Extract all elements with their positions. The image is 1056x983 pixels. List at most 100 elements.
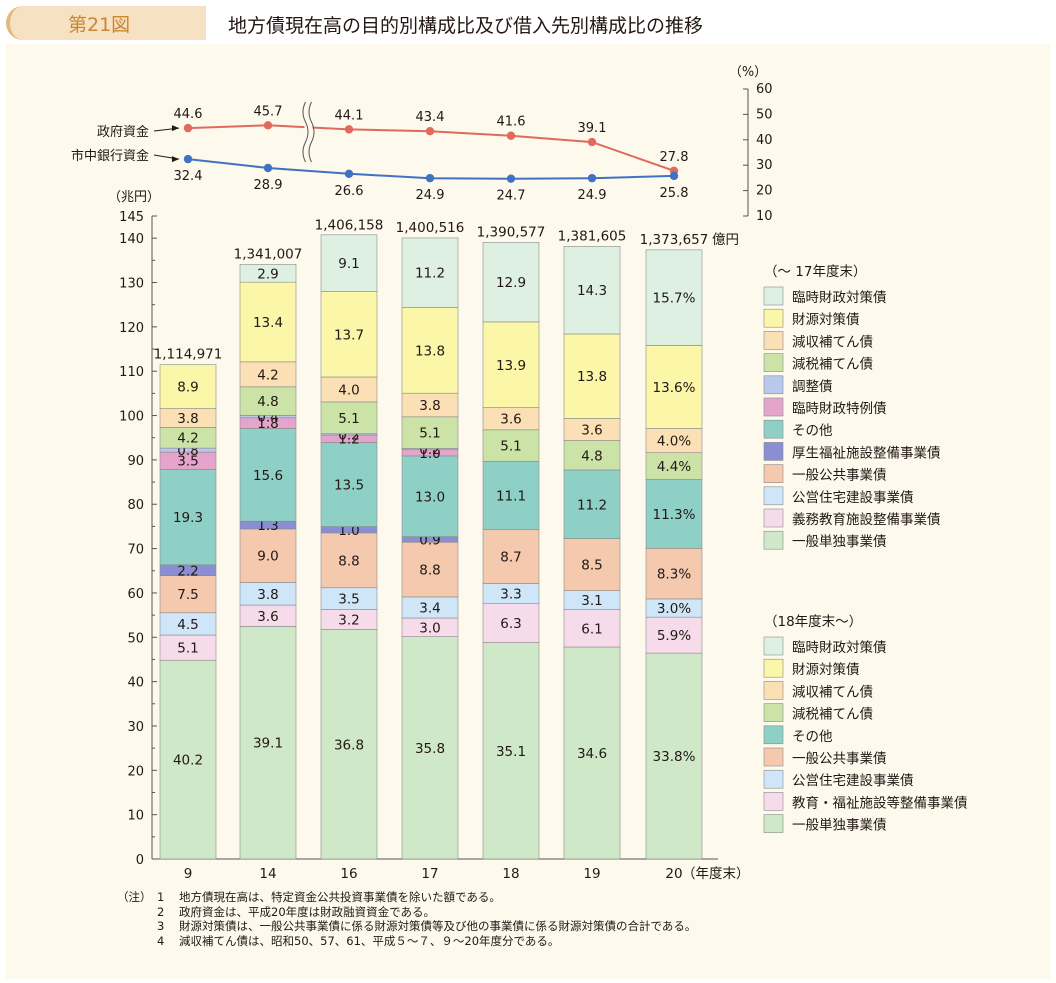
bar-segment-ippan_kokyo xyxy=(563,538,621,591)
bar-segment-label-ippan_kokyo: 8.7 xyxy=(500,550,521,566)
legend-item-label: 一般単独事業債 xyxy=(792,818,887,834)
legend-swatch-rinji_zaisei xyxy=(763,286,784,306)
legend-swatch-ippan_kokyo xyxy=(763,747,784,767)
series-label-arrowhead xyxy=(172,125,179,132)
bar-segment-label-rinji_zaisei: 15.7% xyxy=(653,291,696,307)
footnote-row: （注） 1 地方債現在高は、特定資金公共投資事業債を除いた額である。 xyxy=(117,890,696,905)
footnote-row: 4 減収補てん債は、昭和50、57、61、平成５〜７、９〜20年度分である。 xyxy=(117,934,696,949)
line-series-label-bank: 市中銀行資金 xyxy=(71,148,149,164)
legend-swatch-ippan_tandoku xyxy=(763,814,784,833)
line-point-bank xyxy=(587,173,597,183)
bar-segment-genzei xyxy=(645,452,703,480)
line-data-label-gov: 44.1 xyxy=(335,108,364,123)
bar-segment-label-kouei_jutaku: 3.0% xyxy=(657,601,691,617)
line-point-bank xyxy=(263,163,273,173)
legend-item-label: 教育・福祉施設等整備事業債 xyxy=(792,794,968,811)
x-tick-label: 14 xyxy=(259,866,276,882)
bar-segment-label-zaigen: 13.6% xyxy=(653,380,696,396)
bar-segment-label-kouei_jutaku: 3.4 xyxy=(419,600,440,616)
legend-swatch-rinji_zaisei_tokurei xyxy=(763,397,784,417)
line-data-label-bank: 28.9 xyxy=(254,178,283,193)
bar-segment-sonota xyxy=(563,469,621,539)
line-point-bank xyxy=(183,154,193,164)
x-tick-label: 18 xyxy=(502,866,519,882)
bar-y-tick-label: 100 xyxy=(119,410,144,425)
bar-segment-label-kyoiku: 5.1 xyxy=(177,641,198,657)
axis-break-mark xyxy=(308,101,315,163)
line-y-tick-label: 50 xyxy=(756,107,773,122)
bar-segment-kyoiku xyxy=(159,634,217,661)
line-point-bank xyxy=(344,169,354,179)
x-tick-label: 16 xyxy=(340,866,357,882)
line-point-bank xyxy=(669,171,679,181)
bar-segment-label-zaigen: 13.4 xyxy=(253,315,283,331)
line-data-label-gov: 41.6 xyxy=(497,115,526,130)
bar-total-label: 1,390,577 xyxy=(477,224,546,240)
bar-y-tick-label: 20 xyxy=(127,764,144,779)
bar-segment-genzei xyxy=(320,401,378,435)
bar-segment-label-genshu: 3.8 xyxy=(177,411,198,427)
line-y-tick-label: 40 xyxy=(756,133,773,148)
line-point-gov xyxy=(344,125,354,134)
bar-segment-label-rinji_zaisei: 14.3 xyxy=(577,283,607,299)
bar-segment-label-kyoiku: 3.0 xyxy=(419,620,440,636)
bar-y-tick-label: 80 xyxy=(127,498,144,513)
axis-break-mark xyxy=(302,101,309,163)
bar-y-tick-label: 30 xyxy=(127,720,144,735)
legend-item-label: 減収補てん債 xyxy=(792,333,873,350)
bar-total-label: 1,381,605 xyxy=(558,228,627,244)
bar-segment-sonota xyxy=(645,479,703,549)
axis-break-gap xyxy=(304,99,313,169)
bar-segment-genshu xyxy=(645,428,703,453)
bar-segment-label-ippan_tandoku: 34.6 xyxy=(577,746,607,762)
bar-y-tick-label: 0 xyxy=(136,853,144,868)
bar-segment-label-rinji_zaisei: 9.1 xyxy=(338,256,359,272)
bar-segment-zaigen xyxy=(320,291,378,378)
bar-segment-label-kyoiku: 6.3 xyxy=(500,616,521,632)
bar-segment-genzei xyxy=(563,440,621,471)
line-point-bank xyxy=(506,174,516,183)
figure-header: 第21図 地方債現在高の目的別構成比及び借入先別構成比の推移 xyxy=(6,6,1050,40)
bar-segment-label-genshu: 3.6 xyxy=(500,412,521,428)
legend-item-label: 義務教育施設整備事業債 xyxy=(792,511,941,528)
footnote-text: 財源対策債は、一般公共事業債に係る財源対策債等及び他の事業債に係る財源対策債の合… xyxy=(179,919,697,933)
bar-segment-rinji_zaisei xyxy=(401,237,459,308)
bar-segment-label-genzei: 5.1 xyxy=(500,439,521,455)
bar-segment-genzei xyxy=(482,429,540,462)
bar-segment-kyoiku xyxy=(563,609,621,648)
footnote-row: 3 財源対策債は、一般公共事業債に係る財源対策債等及び他の事業債に係る財源対策債の… xyxy=(117,919,696,934)
line-y-tick-label: 20 xyxy=(756,184,773,199)
bar-segment-label-kosei_fukushi: 1.3 xyxy=(257,518,278,534)
bar-segment-label-kouei_jutaku: 3.8 xyxy=(257,587,278,603)
footnote-prefix: （注） xyxy=(117,890,152,904)
bar-segment-rinji_zaisei xyxy=(645,249,703,346)
bar-segment-label-sonota: 15.6 xyxy=(253,468,283,484)
line-data-label-gov: 44.6 xyxy=(174,107,203,122)
line-point-gov xyxy=(506,131,516,140)
bar-segment-genshu xyxy=(239,361,297,388)
bar-segment-label-kouei_jutaku: 4.5 xyxy=(177,617,198,633)
bar-segment-label-zaigen: 13.8 xyxy=(577,369,607,385)
line-data-label-bank: 24.9 xyxy=(578,188,607,203)
bar-segment-label-zaigen: 13.7 xyxy=(334,327,364,343)
bar-segment-label-kyoiku: 3.2 xyxy=(338,613,359,629)
bar-segment-label-zaigen: 13.8 xyxy=(415,343,445,359)
line-data-label-gov: 39.1 xyxy=(578,121,607,136)
bar-segment-label-kouei_jutaku: 3.1 xyxy=(581,593,602,609)
line-data-label-bank: 32.4 xyxy=(174,169,203,184)
figure-number: 第21図 xyxy=(68,14,131,36)
chart-canvas: 10 20 30 40 50 60 （%） 44.6 45.7 44.1 43.4 41.6 39.1 2… xyxy=(71,65,968,882)
footnote-text: 政府資金は、平成20年度は財政融資資金である。 xyxy=(179,904,436,919)
legend-heading: （〜 17年度末） xyxy=(764,264,866,280)
bar-segment-ippan_tandoku xyxy=(320,629,378,860)
bar-segment-ippan_kokyo xyxy=(482,529,540,584)
bar-segment-label-genzei: 4.8 xyxy=(257,394,278,410)
bar-segment-label-kouei_jutaku: 3.5 xyxy=(338,592,359,608)
bar-segment-label-genzei: 4.2 xyxy=(177,431,198,447)
legend-heading: （18年度末〜） xyxy=(764,614,862,630)
bar-segment-zaigen xyxy=(482,321,540,408)
bar-segment-label-sonota: 11.3% xyxy=(653,507,696,523)
bar-segment-ippan_tandoku xyxy=(645,652,703,860)
legend-item-label: 財源対策債 xyxy=(792,661,860,678)
